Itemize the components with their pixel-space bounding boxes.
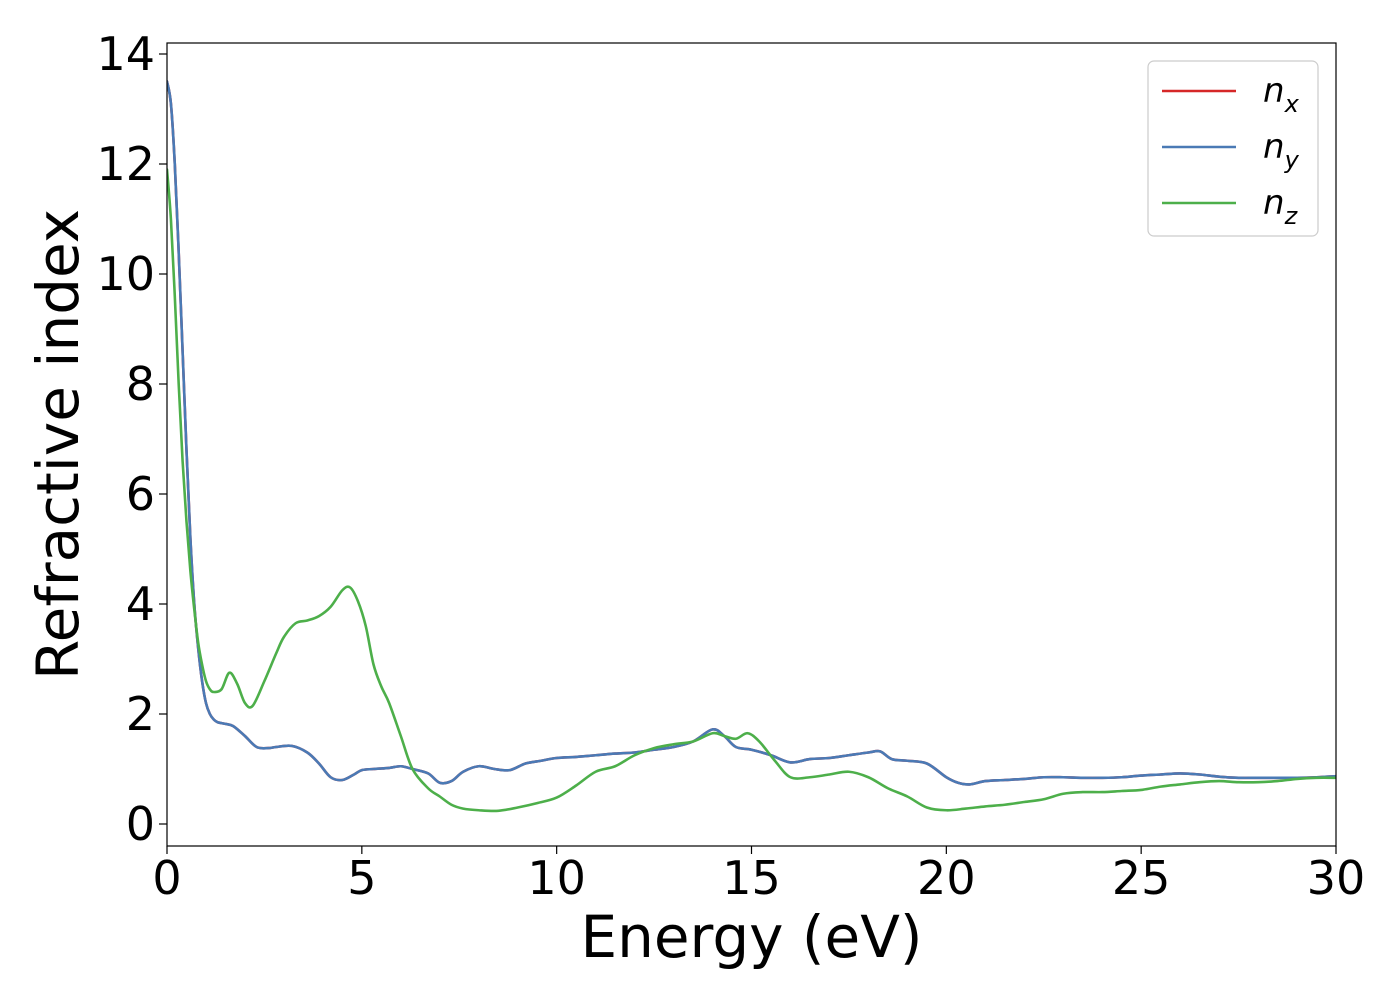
- series-line-n-z: [167, 168, 1336, 813]
- series-layer: [167, 80, 1336, 813]
- x-tick-label: 30: [1307, 851, 1366, 905]
- y-tick-label: 12: [96, 137, 155, 191]
- x-axis-title: Energy (eV): [580, 903, 922, 971]
- legend-label-x: nx: [1263, 71, 1300, 118]
- y-tick-label: 2: [126, 687, 155, 741]
- legend-label-z: nz: [1263, 183, 1299, 230]
- x-tick-label: 0: [152, 851, 181, 905]
- y-tick-label: 4: [126, 577, 155, 631]
- y-tick-label: 8: [126, 357, 155, 411]
- ticks-layer: 0 5 10 15 20 25 30 0 2 4 6 8 10 12 14: [96, 27, 1365, 905]
- x-tick-label: 15: [722, 851, 781, 905]
- x-tick-label: 5: [347, 851, 376, 905]
- y-tick-label: 6: [126, 467, 155, 521]
- y-tick-label: 10: [96, 247, 155, 301]
- x-tick-label: 25: [1112, 851, 1171, 905]
- legend: nx ny nz: [1147, 60, 1319, 237]
- series-line-n-y: [167, 80, 1336, 786]
- legend-box: [1147, 60, 1319, 237]
- y-axis-title: Refractive index: [24, 209, 92, 680]
- legend-label-y: ny: [1263, 127, 1300, 174]
- y-tick-label: 14: [96, 27, 155, 81]
- x-tick-label: 20: [917, 851, 976, 905]
- x-tick-label: 10: [527, 851, 586, 905]
- y-tick-label: 0: [126, 797, 155, 851]
